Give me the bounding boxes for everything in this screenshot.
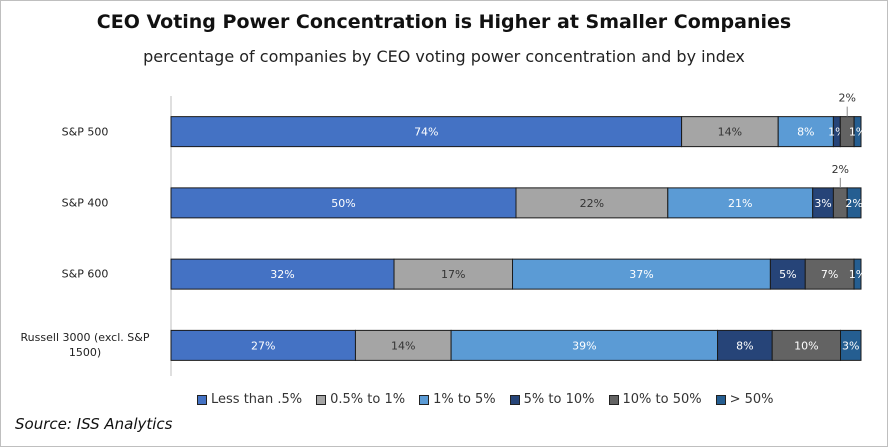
value-label: 27% <box>251 339 275 352</box>
value-label: 1% <box>849 268 866 281</box>
bar-segment <box>717 329 773 361</box>
value-label: 32% <box>270 268 294 281</box>
value-label: 3% <box>842 339 859 352</box>
value-label: 1% <box>849 126 866 139</box>
chart-title: CEO Voting Power Concentration is Higher… <box>96 11 792 33</box>
category-label: S&P 400 <box>61 196 109 210</box>
legend-label: 5% to 10% <box>523 392 595 407</box>
value-label: 14% <box>718 126 742 139</box>
bar-segment <box>170 329 356 361</box>
value-label: 17% <box>441 268 465 281</box>
bar-segment <box>170 258 395 290</box>
legend-swatch <box>608 394 619 405</box>
value-label: 8% <box>736 339 753 352</box>
category-label: Russell 3000 (excl. S&P 1500) <box>20 331 150 360</box>
value-label: 7% <box>821 268 838 281</box>
legend: Less than .5% 0.5% to 1% 1% to 5% 5% to 10%… <box>197 392 774 407</box>
bar-segment <box>853 116 862 148</box>
category-label: S&P 600 <box>61 267 109 281</box>
source-note: Source: ISS Analytics <box>15 415 173 433</box>
value-label: 14% <box>391 339 415 352</box>
bar-segment <box>853 258 862 290</box>
value-label: 21% <box>728 197 752 210</box>
bar-segment <box>393 258 514 290</box>
bar-segment <box>170 116 683 148</box>
legend-swatch <box>419 394 430 405</box>
value-label: 10% <box>794 339 818 352</box>
value-label: 2% <box>832 163 849 176</box>
bar-segment <box>769 258 806 290</box>
legend-item: 10% to 50% <box>608 392 702 407</box>
bar-segment <box>450 329 719 361</box>
legend-item: 1% to 5% <box>419 392 496 407</box>
legend-swatch <box>509 394 520 405</box>
bar-segment <box>354 329 452 361</box>
legend-label: 10% to 50% <box>622 392 702 407</box>
value-label: 2% <box>845 197 862 210</box>
value-label: 39% <box>572 339 596 352</box>
legend-item: 5% to 10% <box>509 392 595 407</box>
bar-segment <box>512 258 771 290</box>
legend-label: 1% to 5% <box>433 392 496 407</box>
bar-segment <box>170 187 517 219</box>
bar-segment <box>840 329 862 361</box>
value-label: 8% <box>797 126 814 139</box>
legend-label: Less than .5% <box>211 392 303 407</box>
value-label: 2% <box>838 92 855 105</box>
value-label: 5% <box>779 268 796 281</box>
value-label: 74% <box>414 126 438 139</box>
legend-swatch <box>197 394 207 405</box>
legend-label: > 50% <box>729 392 774 407</box>
legend-swatch <box>316 394 327 405</box>
value-label: 3% <box>814 197 831 210</box>
bar-segment <box>515 187 669 219</box>
category-label: S&P 500 <box>61 125 109 139</box>
legend-item: > 50% <box>715 392 774 407</box>
legend-item: Less than .5% <box>197 392 302 407</box>
legend-label: 0.5% to 1% <box>330 392 406 407</box>
value-label: 37% <box>629 268 653 281</box>
value-label: 22% <box>580 197 604 210</box>
legend-item: 0.5% to 1% <box>316 392 405 407</box>
bar-segment <box>846 187 862 219</box>
value-label: 50% <box>331 197 355 210</box>
legend-swatch <box>715 394 726 405</box>
bar-segment <box>667 187 814 219</box>
chart-subtitle: percentage of companies by CEO voting po… <box>143 47 745 66</box>
bar-segment <box>681 116 779 148</box>
